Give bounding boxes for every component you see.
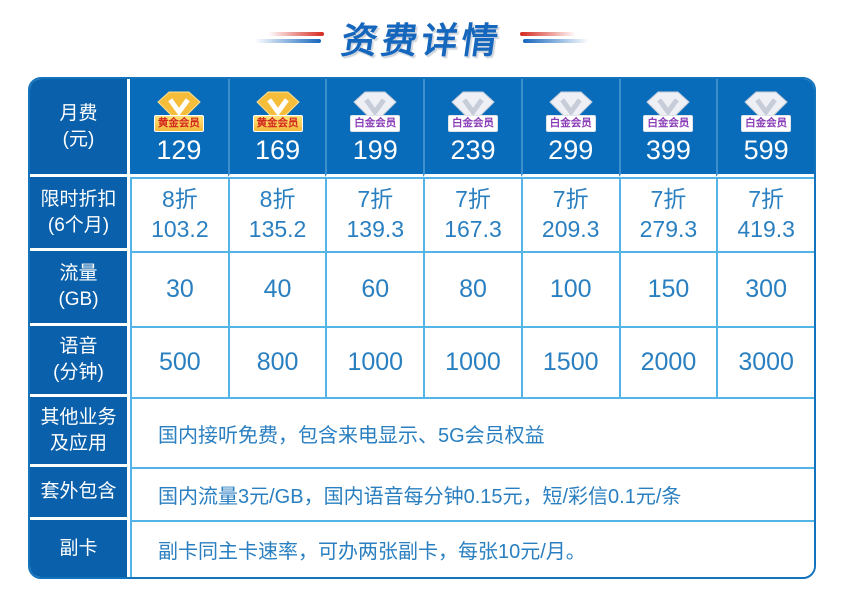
data-gb-cell: 60 <box>325 251 424 326</box>
voice-min-cell: 800 <box>227 326 326 397</box>
row-header-out-of-bundle: 套外包含 <box>30 467 130 520</box>
plan-column-header: 黄金会员 129 <box>130 79 228 177</box>
plan-column-header: 白金会员 239 <box>423 79 521 177</box>
membership-tier-label: 白金会员 <box>447 114 498 133</box>
discount-rate: 8折 <box>161 186 198 213</box>
data-gb-cell: 80 <box>423 251 521 326</box>
membership-tier-label: 白金会员 <box>350 114 401 133</box>
row-header-voice: 语音 (分钟) <box>30 326 130 397</box>
discount-cell: 7折 419.3 <box>716 177 814 251</box>
membership-badge: 黄金会员 <box>252 91 303 133</box>
plan-column-header: 白金会员 599 <box>716 79 814 177</box>
discount-price: 139.3 <box>346 216 405 242</box>
row-header-other-services: 其他业务 及应用 <box>30 397 130 467</box>
discount-cell: 8折 135.2 <box>227 177 326 251</box>
membership-badge: 白金会员 <box>447 91 498 133</box>
monthly-fee-value: 299 <box>548 135 594 166</box>
speed-lines-left-icon <box>252 32 324 44</box>
data-gb-cell: 30 <box>130 251 228 326</box>
monthly-fee-value: 599 <box>743 135 789 166</box>
row-header-secondary-card: 副卡 <box>30 520 130 577</box>
speed-lines-right-icon <box>520 32 592 44</box>
membership-badge: 白金会员 <box>643 91 694 133</box>
discount-cell: 7折 167.3 <box>423 177 521 251</box>
membership-tier-label: 白金会员 <box>643 114 694 133</box>
diamond-icon <box>157 91 201 124</box>
monthly-fee-value: 399 <box>645 135 691 166</box>
monthly-fee-value: 169 <box>255 135 301 166</box>
plan-column-header: 白金会员 299 <box>520 79 619 177</box>
voice-min-cell: 1000 <box>423 326 521 397</box>
row-header-discount: 限时折扣 (6个月) <box>30 177 130 251</box>
discount-price: 103.2 <box>151 216 209 242</box>
membership-tier-label: 黄金会员 <box>252 114 303 133</box>
membership-tier-label: 白金会员 <box>741 114 792 133</box>
discount-rate: 7折 <box>748 186 785 213</box>
membership-tier-label: 黄金会员 <box>153 114 204 133</box>
monthly-fee-value: 199 <box>352 135 398 166</box>
data-gb-cell: 300 <box>716 251 814 326</box>
diamond-icon <box>255 91 300 124</box>
data-gb-cell: 100 <box>520 251 619 326</box>
membership-badge: 白金会员 <box>741 91 792 133</box>
discount-cell: 7折 279.3 <box>618 177 717 251</box>
membership-badge: 白金会员 <box>350 91 401 133</box>
diamond-icon <box>549 91 593 124</box>
discount-rate: 7折 <box>357 186 394 213</box>
diamond-icon <box>451 91 495 124</box>
discount-price: 209.3 <box>541 216 600 242</box>
monthly-fee-value: 129 <box>156 135 202 166</box>
pricing-table: 月费 (元) 黄金会员 129 黄金会员 169 白金会员 199 白金会员 2… <box>28 77 816 579</box>
monthly-fee-value: 239 <box>450 135 496 166</box>
data-gb-cell: 40 <box>227 251 326 326</box>
page-header: 资费详情 <box>0 0 844 62</box>
membership-badge: 黄金会员 <box>153 91 204 133</box>
diamond-icon <box>353 91 397 124</box>
secondary-card-cell: 副卡同主卡速率，可办两张副卡，每张10元/月。 <box>130 520 814 577</box>
plan-column-header: 白金会员 199 <box>325 79 424 177</box>
out-of-bundle-cell: 国内流量3元/GB，国内语音每分钟0.15元，短/彩信0.1元/条 <box>130 467 814 520</box>
diamond-icon <box>646 91 691 124</box>
voice-min-cell: 2000 <box>618 326 717 397</box>
other-services-cell: 国内接听免费，包含来电显示、5G会员权益 <box>130 397 814 467</box>
voice-min-cell: 1000 <box>325 326 424 397</box>
discount-rate: 7折 <box>650 186 687 213</box>
discount-price: 279.3 <box>639 216 698 242</box>
discount-cell: 7折 139.3 <box>325 177 424 251</box>
discount-rate: 8折 <box>259 186 296 213</box>
row-header-data: 流量 (GB) <box>30 251 130 326</box>
discount-cell: 8折 103.2 <box>130 177 228 251</box>
discount-rate: 7折 <box>552 186 589 213</box>
discount-price: 135.2 <box>248 216 307 242</box>
discount-price: 419.3 <box>737 216 795 242</box>
voice-min-cell: 500 <box>130 326 228 397</box>
plan-column-header: 白金会员 399 <box>618 79 717 177</box>
row-header-monthly-fee: 月费 (元) <box>30 79 130 177</box>
discount-price: 167.3 <box>444 216 502 242</box>
discount-cell: 7折 209.3 <box>520 177 619 251</box>
voice-min-cell: 1500 <box>520 326 619 397</box>
membership-badge: 白金会员 <box>545 91 596 133</box>
diamond-icon <box>744 91 788 124</box>
voice-min-cell: 3000 <box>716 326 814 397</box>
plan-column-header: 黄金会员 169 <box>227 79 326 177</box>
discount-rate: 7折 <box>455 186 491 213</box>
membership-tier-label: 白金会员 <box>545 114 596 133</box>
data-gb-cell: 150 <box>618 251 717 326</box>
page-title: 资费详情 <box>338 20 505 61</box>
